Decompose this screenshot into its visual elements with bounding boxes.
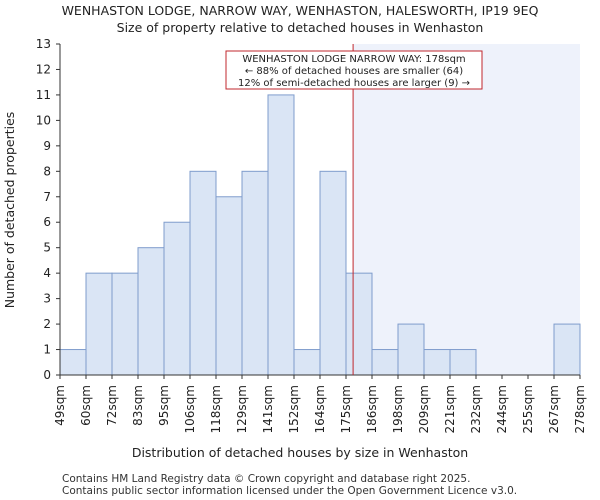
y-tick-label-5: 5 (43, 241, 51, 255)
x-tick-label-232sqm: 232sqm (469, 385, 483, 433)
annotation-box: WENHASTON LODGE NARROW WAY: 178sqm ← 88%… (225, 50, 483, 90)
x-tick-label-278sqm: 278sqm (573, 385, 587, 433)
footer-line-2: Contains public sector information licen… (62, 485, 517, 497)
x-tick-label-221sqm: 221sqm (443, 385, 457, 433)
bar-95sqm (163, 221, 191, 376)
y-tick-label-2: 2 (43, 317, 51, 331)
x-tick-label-186sqm: 186sqm (365, 385, 379, 433)
bar-129sqm (241, 170, 269, 376)
bar-60sqm (85, 272, 113, 376)
x-tick-label-106sqm: 106sqm (183, 385, 197, 433)
bar-175sqm (345, 272, 373, 376)
annotation-line-3: 12% of semi-detached houses are larger (… (238, 78, 470, 89)
bar-186sqm (371, 349, 399, 376)
bar-267sqm (553, 323, 581, 376)
y-tick-label-0: 0 (43, 368, 51, 382)
x-axis-label: Distribution of detached houses by size … (132, 445, 468, 460)
x-tick-label-244sqm: 244sqm (495, 385, 509, 433)
x-tick-label-164sqm: 164sqm (313, 385, 327, 433)
bar-72sqm (111, 272, 139, 376)
annotation-line-1: WENHASTON LODGE NARROW WAY: 178sqm (242, 54, 465, 65)
x-tick-label-152sqm: 152sqm (287, 385, 301, 433)
x-tick-label-267sqm: 267sqm (547, 385, 561, 433)
bar-198sqm (397, 323, 425, 376)
bar-118sqm (215, 196, 243, 376)
y-tick-label-10: 10 (36, 113, 51, 127)
annotation-line-2: ← 88% of detached houses are smaller (64… (245, 66, 463, 77)
bar-106sqm (189, 170, 217, 376)
x-tick-label-175sqm: 175sqm (339, 385, 353, 433)
y-tick-label-6: 6 (43, 215, 51, 229)
y-tick-label-1: 1 (43, 343, 51, 357)
x-tick-label-255sqm: 255sqm (521, 385, 535, 433)
x-tick-label-60sqm: 60sqm (79, 385, 93, 426)
x-tick-label-72sqm: 72sqm (105, 385, 119, 426)
bars (59, 94, 581, 376)
chart-title: WENHASTON LODGE, NARROW WAY, WENHASTON, … (62, 3, 539, 18)
highlight-region (353, 44, 580, 375)
chart-subtitle: Size of property relative to detached ho… (117, 20, 484, 35)
y-tick-label-3: 3 (43, 292, 51, 306)
bar-221sqm (449, 349, 477, 376)
bar-141sqm (267, 94, 295, 376)
y-tick-label-7: 7 (43, 190, 51, 204)
x-tick-label-83sqm: 83sqm (131, 385, 145, 426)
x-tick-label-118sqm: 118sqm (209, 385, 223, 433)
y-axis-label: Number of detached properties (2, 112, 17, 309)
footer-line-1: Contains HM Land Registry data © Crown c… (62, 473, 470, 485)
x-tick-label-49sqm: 49sqm (53, 385, 67, 426)
bar-152sqm (293, 349, 321, 376)
y-tick-label-12: 12 (36, 62, 51, 76)
bar-164sqm (319, 170, 347, 376)
bar-83sqm (137, 247, 165, 376)
bar-49sqm (59, 349, 87, 376)
x-tick-label-198sqm: 198sqm (391, 385, 405, 433)
y-tick-label-11: 11 (36, 88, 51, 102)
y-tick-label-13: 13 (36, 37, 51, 51)
y-tick-label-8: 8 (43, 164, 51, 178)
x-tick-label-209sqm: 209sqm (417, 385, 431, 433)
annotation-frame (225, 50, 483, 90)
y-tick-label-9: 9 (43, 139, 51, 153)
x-ticks: 49sqm 60sqm 72sqm 83sqm 95sqm 106sqm 118sqm 129… (53, 375, 587, 433)
x-tick-label-95sqm: 95sqm (157, 385, 171, 426)
x-tick-label-141sqm: 141sqm (261, 385, 275, 433)
bar-209sqm (423, 349, 451, 376)
y-tick-label-4: 4 (43, 266, 51, 280)
x-tick-label-129sqm: 129sqm (235, 385, 249, 433)
